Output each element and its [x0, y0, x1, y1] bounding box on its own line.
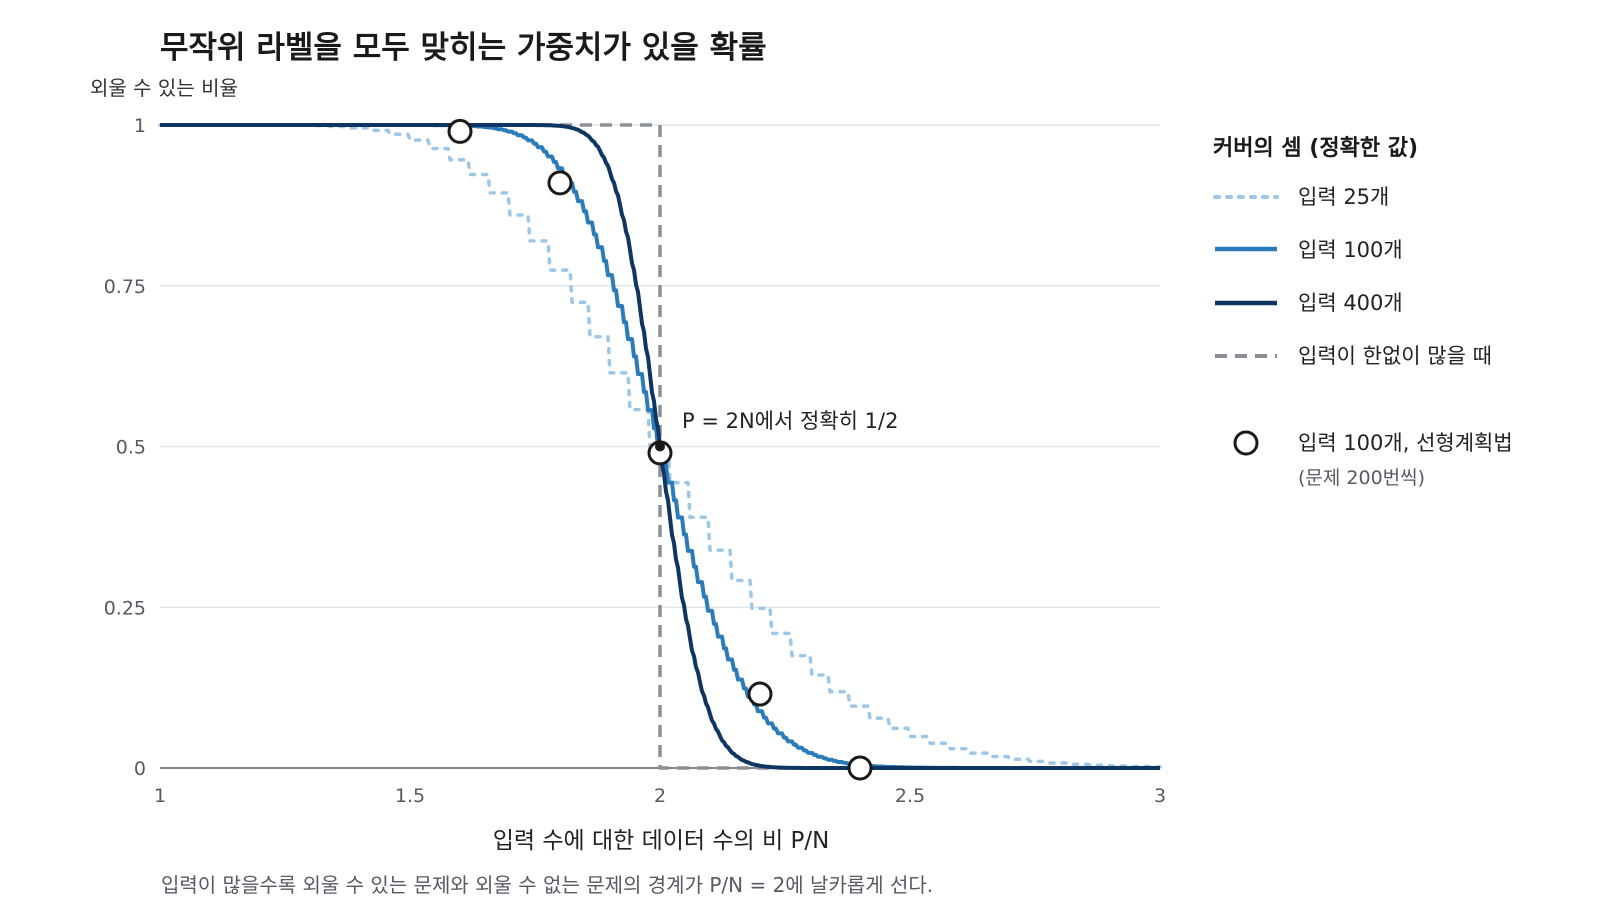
legend-label-infinite: 입력이 한없이 많을 때	[1298, 344, 1492, 368]
legend-label-400: 입력 400개	[1298, 291, 1403, 315]
legend-label-25: 입력 25개	[1298, 185, 1389, 209]
lp-marker	[847, 755, 873, 781]
y-tick-label: 0.75	[104, 276, 146, 298]
annotation-text: P = 2N에서 정확히 1/2	[682, 409, 898, 433]
x-tick-label: 1.5	[395, 785, 425, 807]
y-tick-label: 0.5	[116, 437, 146, 459]
legend: 커버의 셈 (정확한 값) 입력 25개 입력 100개 입력 400개 입력이…	[1213, 136, 1513, 489]
marker-group	[447, 118, 873, 781]
x-tick-label: 1	[154, 785, 166, 807]
y-tick-label: 0	[134, 758, 146, 780]
y-axis-label: 외울 수 있는 비율	[90, 76, 238, 100]
lp-marker	[547, 170, 573, 196]
axis-ticks: 0 0.25 0.5 0.75 1 1 1.5 2 2.5 3	[104, 115, 1166, 807]
annotation-dot	[655, 441, 665, 452]
legend-marker-circle	[1233, 430, 1259, 456]
x-tick-label: 2	[654, 785, 666, 807]
lp-marker	[447, 118, 473, 144]
y-tick-label: 0.25	[104, 597, 146, 619]
legend-title: 커버의 셈 (정확한 값)	[1213, 136, 1418, 161]
x-tick-label: 2.5	[895, 785, 925, 807]
x-tick-label: 3	[1154, 785, 1166, 807]
legend-label-100: 입력 100개	[1298, 238, 1403, 262]
caption: 입력이 많을수록 외울 수 있는 문제와 외울 수 없는 문제의 경계가 P/N…	[161, 873, 933, 897]
legend-marker-label: 입력 100개, 선형계획법	[1298, 431, 1513, 455]
legend-marker-sublabel: (문제 200번씩)	[1298, 467, 1425, 489]
chart-title: 무작위 라벨을 모두 맞히는 가중치가 있을 확률	[160, 30, 767, 66]
lp-marker	[747, 681, 773, 707]
y-tick-label: 1	[134, 115, 146, 137]
x-axis-label: 입력 수에 대한 데이터 수의 비 P/N	[493, 828, 830, 854]
